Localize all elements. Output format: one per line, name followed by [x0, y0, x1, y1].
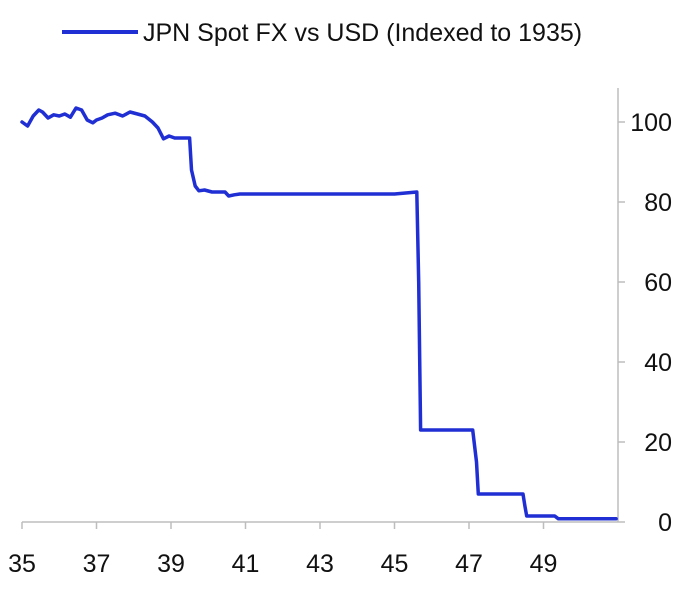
x-tick-label: 47 — [455, 550, 483, 578]
x-tick-label: 43 — [306, 550, 334, 578]
y-tick-label: 0 — [658, 509, 672, 537]
y-tick-label: 60 — [644, 269, 672, 297]
x-tick-label: 37 — [83, 550, 111, 578]
y-tick-label: 40 — [644, 349, 672, 377]
x-tick-label: 45 — [381, 550, 409, 578]
axis-ticks: 35 37 39 41 43 45 47 49 0 20 40 60 80 100 — [8, 109, 672, 578]
y-tick-label: 80 — [644, 189, 672, 217]
x-tick-label: 41 — [232, 550, 260, 578]
x-tick-label: 39 — [157, 550, 185, 578]
plot-area — [20, 106, 618, 521]
y-tick-label: 20 — [644, 429, 672, 457]
legend-label-jpn-fx: JPN Spot FX vs USD (Indexed to 1935) — [143, 19, 582, 47]
series-line-jpn-fx — [20, 106, 618, 521]
y-tick-label: 100 — [630, 109, 672, 137]
x-tick-label: 49 — [530, 550, 558, 578]
axes — [22, 88, 619, 523]
x-tick-label: 35 — [8, 550, 36, 578]
legend: JPN Spot FX vs USD (Indexed to 1935) — [62, 19, 582, 47]
